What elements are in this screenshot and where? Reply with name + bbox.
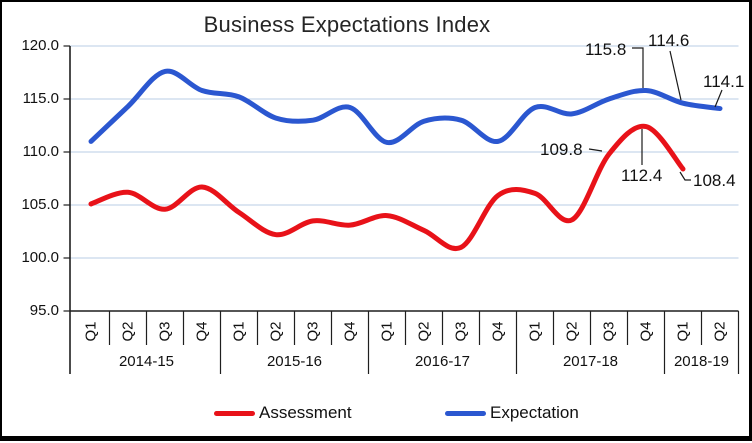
x-axis-quarter-label: Q2 — [413, 314, 435, 348]
quarter-label-text: Q3 — [452, 320, 470, 342]
quarter-label-text: Q1 — [82, 320, 100, 342]
x-axis-quarter-label: Q1 — [672, 314, 694, 348]
x-axis-quarter-label: Q1 — [228, 314, 250, 348]
x-axis-year-label: 2014-15 — [118, 353, 175, 370]
legend-swatch-expectation — [445, 410, 486, 416]
x-axis-quarter-label: Q3 — [598, 314, 620, 348]
quarter-label-text: Q1 — [526, 320, 544, 342]
expectation-line — [88, 68, 723, 145]
y-axis-label: 105.0 — [21, 196, 59, 213]
y-axis-label: 120.0 — [21, 37, 59, 54]
data-label-leader — [714, 89, 723, 108]
legend: Assessment Expectation — [2, 402, 752, 426]
quarter-label-text: Q3 — [304, 320, 322, 342]
quarter-label-text: Q4 — [637, 320, 655, 342]
data-label-expectation: 114.1 — [703, 72, 745, 91]
legend-label-expectation: Expectation — [490, 403, 579, 422]
quarter-label-text: Q4 — [489, 320, 507, 342]
quarter-label-text: Q1 — [674, 320, 692, 342]
quarter-label-text: Q1 — [378, 320, 396, 342]
legend-label-assessment: Assessment — [259, 403, 352, 422]
x-axis-quarter-label: Q4 — [635, 314, 657, 348]
data-label-leader — [632, 47, 644, 88]
x-axis-quarter-label: Q2 — [265, 314, 287, 348]
quarter-label-text: Q2 — [563, 320, 581, 342]
legend-swatch-assessment — [214, 410, 255, 416]
x-axis-year-label: 2015-16 — [266, 353, 323, 370]
x-axis-year-label: 2016-17 — [414, 353, 471, 370]
quarter-label-text: Q2 — [711, 320, 729, 342]
data-label-leader — [679, 171, 691, 181]
x-axis-year-label: 2017-18 — [562, 353, 619, 370]
y-axis-label: 110.0 — [22, 143, 59, 160]
quarter-label-text: Q3 — [600, 320, 618, 342]
data-label-assessment: 112.4 — [621, 166, 663, 185]
x-axis-quarter-label: Q3 — [302, 314, 324, 348]
x-axis-quarter-label: Q3 — [450, 314, 472, 348]
data-label-assessment: 109.8 — [540, 140, 583, 159]
data-label-expectation: 115.8 — [585, 40, 627, 59]
quarter-label-text: Q3 — [156, 320, 174, 342]
data-label-leader — [669, 50, 682, 101]
x-axis-year-label: 2018-19 — [673, 353, 730, 370]
quarter-label-text: Q1 — [230, 320, 248, 342]
x-axis-quarter-label: Q4 — [191, 314, 213, 348]
data-label-leader — [588, 148, 603, 152]
y-axis-label: 100.0 — [21, 249, 59, 266]
x-axis-quarter-label: Q4 — [339, 314, 361, 348]
legend-item-assessment: Assessment — [214, 402, 352, 424]
y-axis-label: 95.0 — [29, 302, 59, 319]
quarter-label-text: Q2 — [267, 320, 285, 342]
assessment-line — [88, 123, 686, 252]
x-axis-quarter-label: Q4 — [487, 314, 509, 348]
y-axis-label: 115.0 — [22, 90, 59, 107]
x-axis-quarter-label: Q2 — [561, 314, 583, 348]
x-axis-quarter-label: Q1 — [376, 314, 398, 348]
data-label-expectation: 114.6 — [648, 31, 690, 50]
quarter-label-text: Q4 — [193, 320, 211, 342]
data-label-assessment: 108.4 — [693, 171, 736, 190]
x-axis-quarter-label: Q3 — [154, 314, 176, 348]
quarter-label-text: Q4 — [341, 320, 359, 342]
quarter-label-text: Q2 — [119, 320, 137, 342]
x-axis-quarter-label: Q1 — [80, 314, 102, 348]
x-axis-quarter-label: Q2 — [117, 314, 139, 348]
quarter-label-text: Q2 — [415, 320, 433, 342]
x-axis-quarter-label: Q2 — [709, 314, 731, 348]
chart-title: Business Expectations Index — [203, 12, 491, 37]
x-axis-quarter-label: Q1 — [524, 314, 546, 348]
legend-item-expectation: Expectation — [445, 402, 579, 424]
